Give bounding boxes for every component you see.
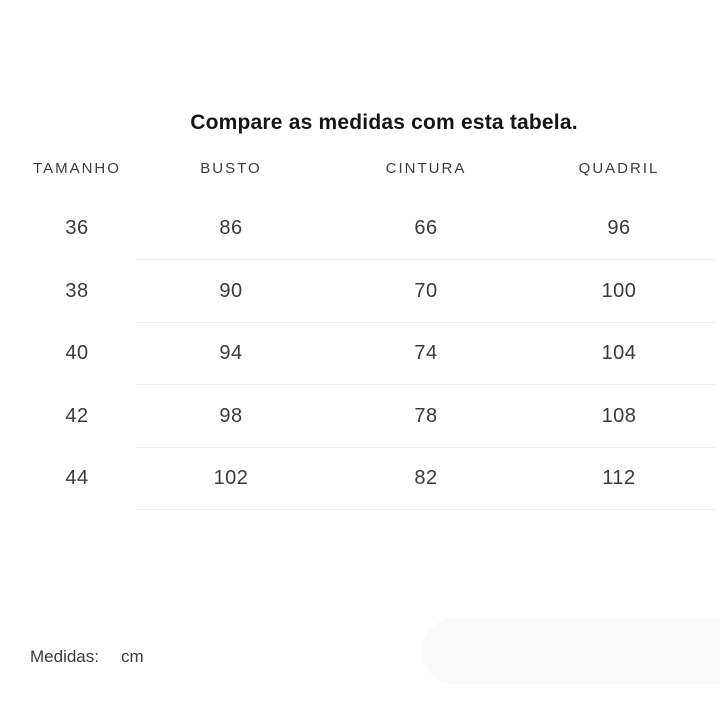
measurement-value-cell: 78: [414, 404, 438, 427]
column-header-busto: BUSTO: [200, 160, 262, 178]
measurement-value-cell: 82: [414, 467, 438, 490]
column-header-tamanho: TAMANHO: [33, 160, 121, 178]
column-header-quadril: QUADRIL: [578, 160, 660, 178]
measurement-value-cell: 94: [219, 342, 243, 365]
table-row: 44 102 82 112: [0, 448, 720, 511]
table-row: 42 98 78 108: [0, 385, 720, 448]
table-row: 36 86 66 96: [0, 198, 720, 261]
measurement-value-cell: 70: [414, 279, 438, 302]
measurement-value-cell: 90: [219, 279, 243, 302]
size-table: TAMANHO BUSTO CINTURA QUADRIL 36 86 66 96 38…: [0, 140, 720, 510]
table-row: 40 94 74 104: [0, 323, 720, 386]
measure-unit-value: cm: [120, 647, 144, 666]
table-header-row: TAMANHO BUSTO CINTURA QUADRIL: [0, 140, 720, 198]
size-value-cell: 38: [65, 279, 89, 302]
size-value-cell: 36: [65, 217, 89, 240]
table-body: 36 86 66 96 38 90 70 100 40 94 74 104 42 98 78 108 44 102…: [0, 198, 720, 511]
measurement-value-cell: 102: [213, 467, 249, 490]
measurement-value-cell: 98: [219, 404, 243, 427]
measurement-value-cell: 100: [601, 279, 637, 302]
measurement-value-cell: 66: [414, 217, 438, 240]
table-row: 38 90 70 100: [0, 260, 720, 323]
size-value-cell: 44: [65, 467, 89, 490]
column-header-cintura: CINTURA: [385, 160, 467, 178]
measurement-value-cell: 86: [219, 217, 243, 240]
size-value-cell: 40: [65, 342, 89, 365]
measurement-value-cell: 74: [414, 342, 438, 365]
measure-unit-label: Medidas:: [30, 647, 99, 666]
corner-pill-shape: [422, 618, 720, 684]
measure-unit-note: Medidas: cm: [30, 646, 144, 668]
size-value-cell: 42: [65, 404, 89, 427]
measurement-value-cell: 96: [607, 217, 631, 240]
measurement-value-cell: 108: [601, 404, 637, 427]
page-title: Compare as medidas com esta tabela.: [190, 111, 578, 134]
measurement-value-cell: 112: [602, 467, 636, 490]
measurement-value-cell: 104: [601, 342, 637, 365]
